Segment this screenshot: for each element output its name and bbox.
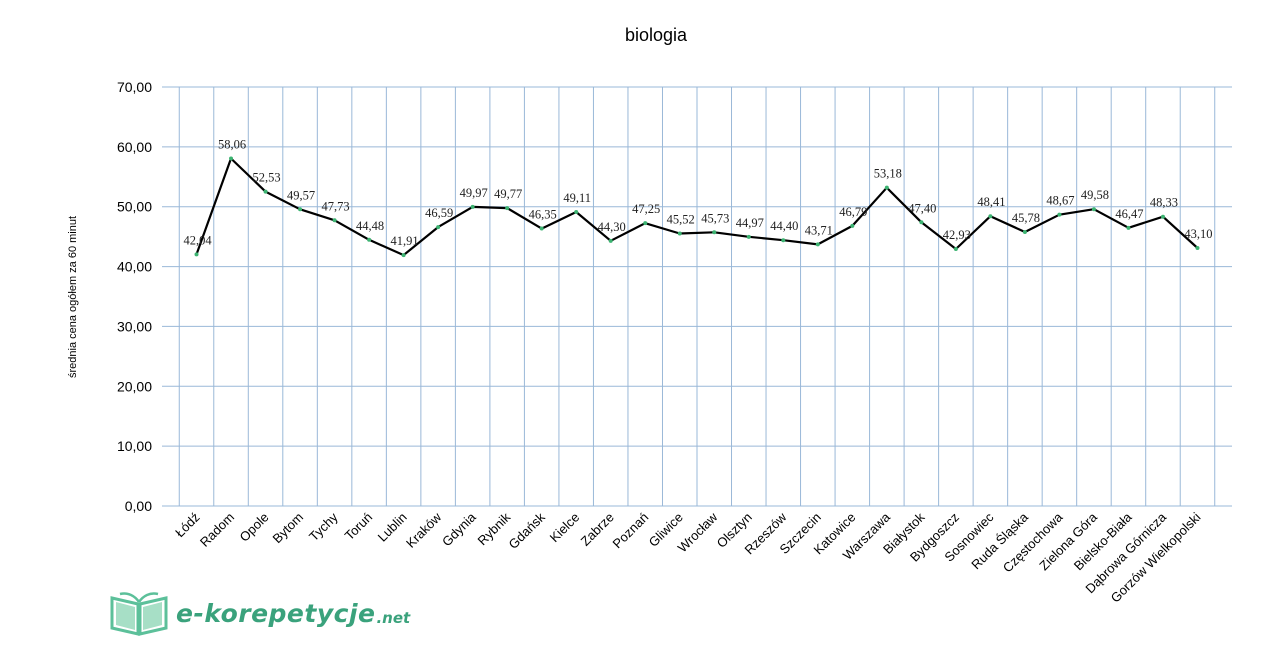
data-point [746, 234, 751, 239]
x-tick-label: Poznań [610, 510, 652, 552]
data-label: 48,67 [1046, 194, 1074, 208]
data-label: 47,25 [632, 202, 660, 216]
data-label: 43,10 [1184, 227, 1212, 241]
x-tick-label: Tychy [306, 509, 341, 544]
data-label: 49,77 [494, 187, 522, 201]
data-point [401, 253, 406, 258]
data-point [608, 238, 613, 243]
y-tick-label: 60,00 [117, 139, 152, 155]
data-labels: 42,04 58,06 52,53 49,57 47,73 44,48 41,91 46,59… [183, 137, 1212, 248]
x-tick-label: Gdańsk [506, 509, 549, 552]
data-point [919, 220, 924, 225]
data-point [539, 226, 544, 231]
data-label: 44,30 [598, 220, 626, 234]
data-point [194, 252, 199, 257]
data-label: 49,11 [563, 191, 591, 205]
data-label: 46,79 [839, 205, 867, 219]
y-tick-label: 10,00 [117, 438, 152, 454]
data-label: 44,97 [736, 216, 764, 230]
x-tick-label: Gdynia [439, 509, 479, 549]
y-axis-ticks: 0,00 10,00 20,00 30,00 40,00 50,00 60,00 70,00 [117, 79, 152, 514]
data-label: 48,33 [1150, 196, 1178, 210]
x-tick-label: Toruń [342, 510, 376, 544]
data-label: 44,48 [356, 219, 384, 233]
data-point [677, 231, 682, 236]
data-point [263, 189, 268, 194]
data-point [436, 225, 441, 230]
series-line [195, 157, 1199, 257]
data-label: 47,40 [908, 201, 936, 215]
data-label: 49,97 [460, 186, 488, 200]
data-point [781, 238, 786, 243]
data-label: 48,41 [977, 195, 1005, 209]
y-tick-label: 70,00 [117, 79, 152, 95]
x-tick-label: Opole [237, 510, 272, 545]
x-tick-label: Bytom [270, 510, 307, 547]
y-axis-label: średnia cena ogółem za 60 minut [67, 216, 79, 378]
logo-text: e-korepetycje [176, 598, 376, 628]
data-point [332, 218, 337, 223]
data-point [643, 221, 648, 226]
data-point [850, 223, 855, 228]
data-point [298, 207, 303, 212]
data-point [953, 247, 958, 252]
data-point [1091, 207, 1096, 212]
data-point [815, 242, 820, 247]
data-point [1160, 214, 1165, 219]
y-tick-label: 30,00 [117, 318, 152, 334]
data-point [712, 230, 717, 235]
data-point [988, 214, 993, 219]
data-label: 45,73 [701, 211, 729, 225]
data-label: 46,47 [1115, 207, 1143, 221]
data-label: 45,52 [667, 213, 695, 227]
data-point [505, 206, 510, 211]
data-label: 46,59 [425, 206, 453, 220]
logo-suffix: .net [376, 609, 411, 627]
data-point [884, 185, 889, 190]
data-label: 53,18 [874, 167, 902, 181]
series-polyline [195, 157, 1199, 257]
data-point [367, 237, 372, 242]
logo: e-korepetycje .net [108, 588, 410, 638]
y-tick-label: 50,00 [117, 199, 152, 215]
x-tick-label: Radom [197, 510, 237, 550]
data-label: 42,04 [183, 233, 212, 247]
data-point [470, 204, 475, 209]
y-tick-label: 0,00 [125, 498, 152, 514]
data-label: 49,57 [287, 188, 315, 202]
data-label: 41,91 [391, 234, 419, 248]
series-markers [194, 156, 1200, 258]
x-tick-label: Kraków [403, 509, 445, 551]
data-label: 42,93 [943, 228, 971, 242]
data-point [1022, 229, 1027, 234]
data-label: 49,58 [1081, 188, 1109, 202]
data-point [1126, 225, 1131, 230]
data-point [1057, 212, 1062, 217]
data-label: 46,35 [529, 208, 557, 222]
y-tick-label: 20,00 [117, 378, 152, 394]
data-label: 44,40 [770, 219, 798, 233]
chart-title: biologia [625, 25, 688, 45]
data-label: 43,71 [805, 223, 833, 237]
data-label: 58,06 [218, 137, 246, 151]
data-point [574, 210, 579, 215]
x-tick-label: Łódź [172, 510, 203, 541]
x-tick-label: Kielce [547, 510, 583, 546]
data-point [1195, 246, 1200, 251]
data-label: 47,73 [322, 199, 350, 213]
y-tick-label: 40,00 [117, 259, 152, 275]
grid-lines [162, 86, 1232, 507]
data-label: 52,53 [252, 171, 280, 185]
data-label: 45,78 [1012, 211, 1040, 225]
data-point [229, 156, 234, 161]
book-logo-icon [110, 592, 168, 636]
